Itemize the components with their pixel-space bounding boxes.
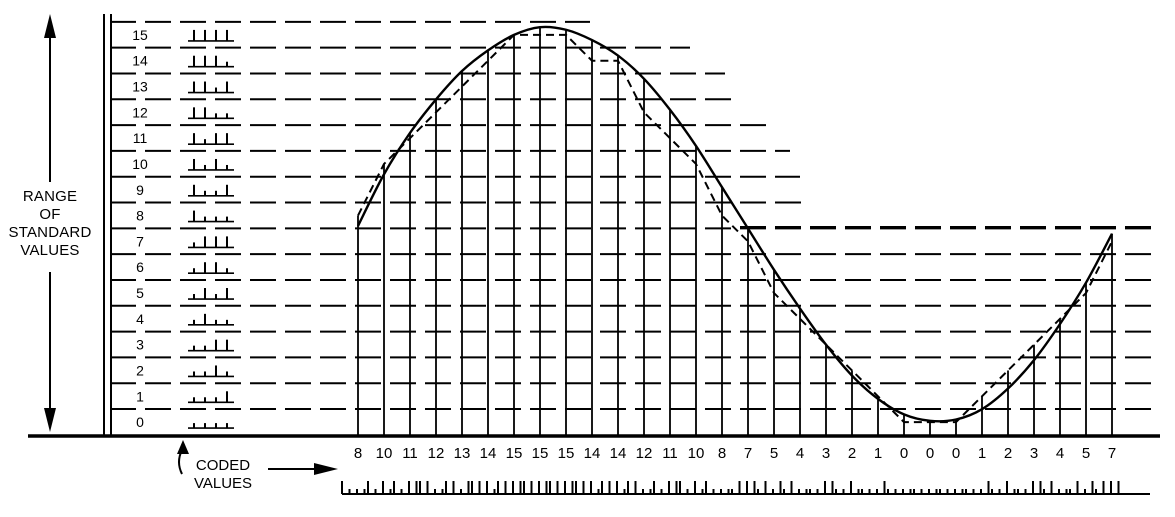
range-arrow-down-head bbox=[44, 408, 56, 432]
signal-curves bbox=[356, 25, 1114, 424]
sample-value-labels: 8 10 11 12 13 14 15 15 15 14 14 12 11 10 8 7 5 4 3 2 1 0 0 0 1 2 3… bbox=[354, 445, 1116, 462]
sample-label: 11 bbox=[402, 445, 418, 462]
range-label-line4: VALUES bbox=[20, 242, 80, 259]
sample-label: 0 bbox=[900, 445, 908, 462]
sample-label: 12 bbox=[636, 445, 653, 462]
coded-arrow-head bbox=[314, 463, 338, 475]
coded-values-label: CODED VALUES bbox=[178, 457, 268, 493]
sample-label: 7 bbox=[744, 445, 752, 462]
arrows bbox=[44, 14, 338, 475]
level-label: 12 bbox=[132, 104, 148, 120]
level-label: 6 bbox=[136, 259, 144, 275]
sample-stems bbox=[357, 27, 1113, 435]
level-label: 14 bbox=[132, 53, 148, 69]
level-label: 9 bbox=[136, 182, 144, 198]
sample-label: 15 bbox=[558, 445, 575, 462]
sample-label: 8 bbox=[354, 445, 362, 462]
sample-label: 1 bbox=[874, 445, 882, 462]
level-label: 3 bbox=[136, 337, 144, 353]
sample-label: 2 bbox=[1004, 445, 1012, 462]
continuous-signal-curve bbox=[356, 25, 1114, 423]
sample-label: 0 bbox=[952, 445, 960, 462]
range-arrow-up-head bbox=[44, 14, 56, 38]
sample-label: 7 bbox=[1108, 445, 1116, 462]
sample-label: 12 bbox=[428, 445, 445, 462]
coded-label-line1: CODED bbox=[195, 457, 251, 474]
sample-label: 5 bbox=[770, 445, 778, 462]
sample-label: 3 bbox=[1030, 445, 1038, 462]
axes bbox=[28, 14, 1160, 438]
coded-pulse-stream bbox=[341, 481, 1150, 495]
quantized-signal-line bbox=[357, 33, 1113, 424]
level-label: 10 bbox=[132, 156, 148, 172]
level-label: 4 bbox=[136, 311, 144, 327]
range-label-line3: STANDARD bbox=[8, 224, 92, 241]
sample-label: 4 bbox=[1056, 445, 1064, 462]
sample-label: 1 bbox=[978, 445, 986, 462]
sample-label: 8 bbox=[718, 445, 726, 462]
sample-label: 14 bbox=[610, 445, 627, 462]
level-label: 2 bbox=[136, 362, 144, 378]
level-label: 13 bbox=[132, 79, 148, 95]
sample-label: 4 bbox=[796, 445, 804, 462]
sample-label: 14 bbox=[584, 445, 601, 462]
level-label: 7 bbox=[136, 233, 144, 249]
level-label: 11 bbox=[133, 130, 148, 146]
level-label: 1 bbox=[136, 388, 144, 404]
sample-label: 10 bbox=[688, 445, 705, 462]
level-gridlines bbox=[110, 20, 1160, 410]
range-label-line2: OF bbox=[39, 206, 61, 223]
sample-label: 13 bbox=[454, 445, 471, 462]
sample-label: 0 bbox=[926, 445, 934, 462]
level-label: 0 bbox=[136, 414, 144, 430]
sample-label: 10 bbox=[376, 445, 393, 462]
range-label-line1: RANGE bbox=[22, 188, 78, 205]
level-label: 5 bbox=[136, 285, 144, 301]
level-code-patterns bbox=[188, 29, 234, 429]
sample-label: 3 bbox=[822, 445, 830, 462]
level-label: 8 bbox=[136, 208, 144, 224]
coded-label-line2: VALUES bbox=[193, 475, 253, 492]
coded-up-arrow-head bbox=[177, 440, 189, 454]
sample-label: 15 bbox=[506, 445, 523, 462]
range-label: RANGE OF STANDARD VALUES bbox=[4, 188, 96, 260]
sample-label: 2 bbox=[848, 445, 856, 462]
sample-label: 14 bbox=[480, 445, 497, 462]
sample-label: 11 bbox=[662, 445, 678, 462]
sample-label: 5 bbox=[1082, 445, 1090, 462]
sample-label: 15 bbox=[532, 445, 549, 462]
level-label: 15 bbox=[132, 27, 148, 43]
